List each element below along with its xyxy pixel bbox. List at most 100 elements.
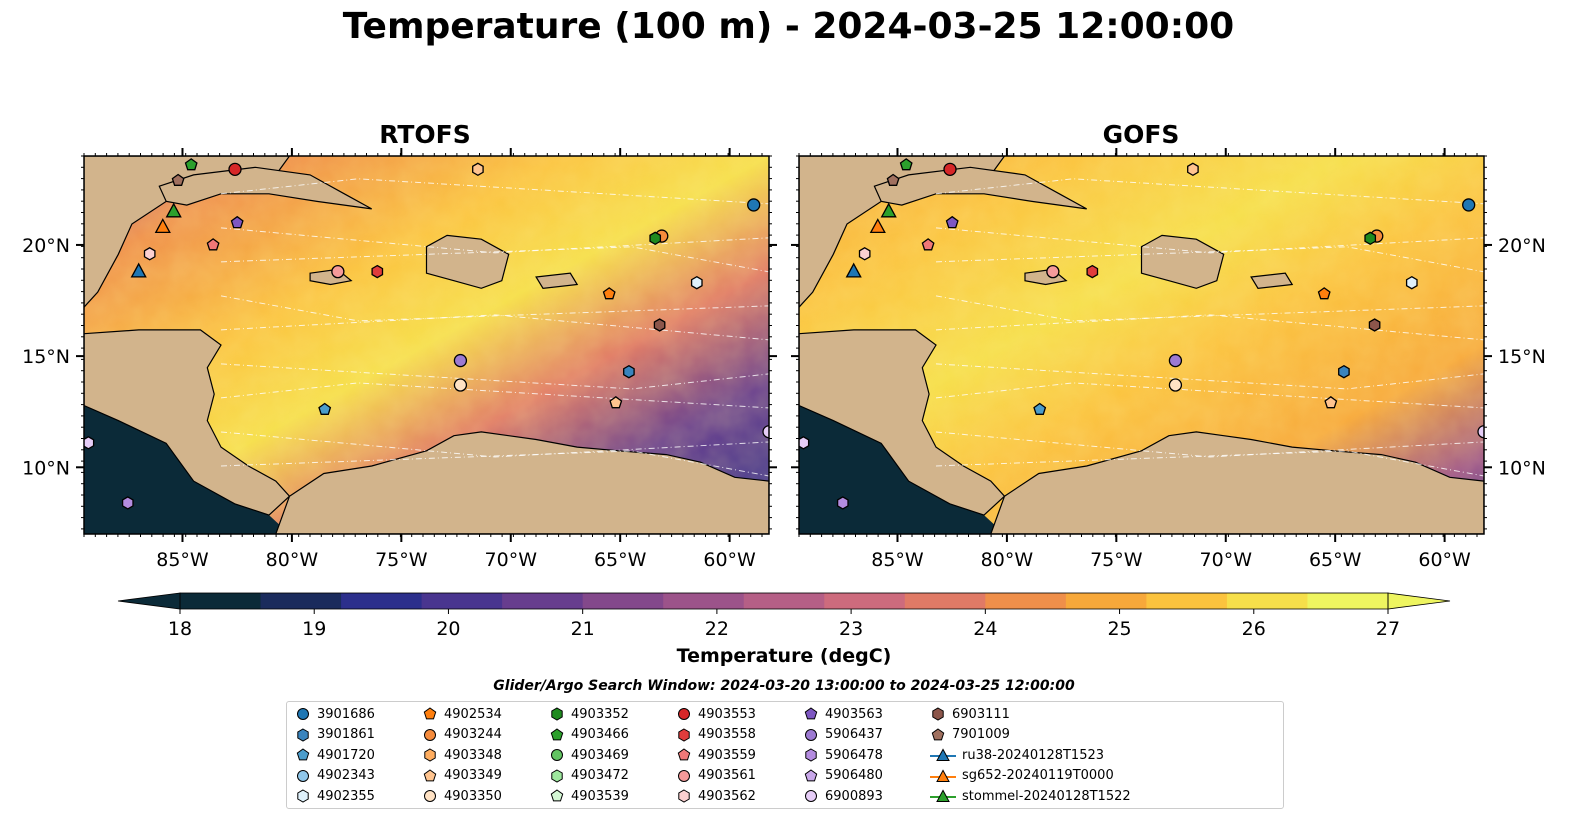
legend-label: 4903349	[444, 768, 502, 783]
marker-sg652	[154, 218, 171, 234]
legend-label: stommel-20240128T1522	[962, 788, 1131, 804]
legend-item: 4903352	[549, 704, 629, 724]
colorbar-extend-high	[1387, 592, 1451, 610]
marker-4903352	[649, 231, 662, 246]
legend-item: 4903553	[676, 704, 756, 724]
colorbar-segment	[1065, 593, 1147, 609]
marker-3901686	[747, 198, 761, 212]
legend-item: 4903348	[422, 745, 502, 765]
legend-item: ru38-20240128T1523	[930, 745, 1104, 765]
landmass	[799, 329, 1006, 516]
legend-marker-icon	[932, 707, 944, 721]
colorbar-segment	[341, 593, 423, 609]
legend-marker-icon	[551, 707, 563, 721]
legend-label: 4902343	[317, 768, 375, 783]
colorbar-segment	[743, 593, 825, 609]
colorbar-segment	[824, 593, 906, 609]
legend-marker-icon	[931, 727, 945, 740]
legend-marker-icon	[297, 789, 309, 803]
legend-marker-icon	[677, 748, 691, 761]
colorbar-segment	[663, 593, 745, 609]
legend-item: 4902534	[422, 704, 502, 724]
colorbar-segment	[904, 593, 986, 609]
panel-title-gofs: GOFS	[1102, 120, 1180, 149]
marker-7901009	[171, 173, 185, 186]
colorbar-tick-label: 23	[839, 618, 863, 640]
legend-marker-icon	[550, 789, 564, 802]
legend-label: 5906437	[825, 727, 883, 742]
legend-marker-icon	[805, 728, 817, 741]
legend-marker-icon	[423, 768, 437, 781]
marker-4903558	[1086, 264, 1099, 279]
marker-4903349	[609, 395, 623, 409]
colorbar-tick-label: 22	[705, 618, 729, 640]
pacific-sea-region	[799, 405, 1005, 534]
colorbar-tick-label: 27	[1376, 618, 1400, 640]
lon-tick-label: 75°W	[1090, 549, 1143, 571]
legend-item: 4903472	[549, 766, 629, 786]
legend-item: 4903562	[676, 786, 756, 806]
colorbar-segment	[1307, 593, 1389, 609]
pacific-sea-region	[84, 405, 290, 534]
legend-item: 4903539	[549, 786, 629, 806]
legend-marker-icon	[678, 769, 690, 782]
colorbar: 18 19 20 21 22 23 24 25 26 27	[117, 592, 1451, 640]
legend-label: 4903469	[571, 747, 629, 763]
legend-marker-icon	[297, 769, 309, 782]
marker-4902355	[1405, 275, 1418, 290]
legend-item: 4901720	[295, 745, 375, 765]
landmass	[1140, 234, 1225, 289]
legend-label: sg652-20240119T0000	[962, 768, 1114, 783]
legend-marker-icon	[297, 708, 309, 720]
marker-7901009	[886, 173, 900, 186]
marker-6900893b	[84, 436, 95, 450]
marker-3901861	[1338, 364, 1350, 379]
legend-label: 3901861	[317, 727, 375, 742]
legend-marker-icon	[424, 790, 436, 802]
legend-item: 4903350	[422, 786, 502, 806]
lon-tick-label: 80°W	[266, 549, 319, 571]
marker-4903349b	[472, 162, 484, 177]
marker-4903349b	[1187, 162, 1199, 177]
marker-6900893b	[799, 436, 810, 450]
legend-marker-icon	[678, 727, 690, 742]
marker-5906437	[453, 353, 468, 368]
landmass	[425, 234, 510, 289]
lon-tick-label: 70°W	[1200, 549, 1253, 571]
legend-label: 4903539	[571, 788, 629, 804]
marker-4903562	[858, 247, 871, 261]
legend-label: 4901720	[317, 747, 375, 763]
legend-item: 6903111	[930, 704, 1010, 724]
legend-item: 5906480	[803, 766, 883, 786]
lon-tick-label: 80°W	[981, 549, 1034, 571]
legend-marker-icon	[678, 789, 690, 803]
map-panel-gofs: 85°W 80°W 75°W 70°W 65°W 60°W 20°N 15°N 10°N	[791, 148, 1546, 571]
colorbar-tick-label: 21	[571, 618, 595, 640]
marker-5906478	[121, 496, 134, 510]
legend-label: 4903466	[571, 727, 629, 742]
landmass	[799, 156, 1006, 309]
legend-item: 4903558	[676, 725, 756, 745]
landmass	[275, 431, 769, 534]
marker-4902355	[690, 275, 703, 290]
marker-4903563	[230, 215, 244, 229]
marker-4902534	[1317, 287, 1331, 300]
colorbar-tick-label: 19	[302, 618, 326, 640]
legend-marker-icon	[551, 768, 563, 783]
legend-item: 7901009	[930, 725, 1010, 745]
lon-tick-label: 60°W	[703, 549, 756, 571]
legend-label: 4903352	[571, 706, 629, 722]
legend-item: 4903469	[549, 745, 629, 765]
legend-marker-icon	[930, 789, 956, 802]
lat-tick-label: 10°N	[22, 457, 70, 479]
marker-6900893	[1477, 425, 1484, 439]
legend-label: 6903111	[952, 706, 1010, 722]
legend-item: 6900893	[803, 786, 883, 806]
legend-item: 4903561	[676, 766, 756, 786]
colorbar-tick-label: 26	[1242, 618, 1266, 640]
lat-tick-label: 20°N	[1498, 235, 1546, 257]
lat-tick-label: 20°N	[22, 235, 70, 257]
legend-label: 4903559	[698, 747, 756, 763]
marker-4903553	[228, 162, 242, 176]
legend-label: 4903553	[698, 706, 756, 722]
